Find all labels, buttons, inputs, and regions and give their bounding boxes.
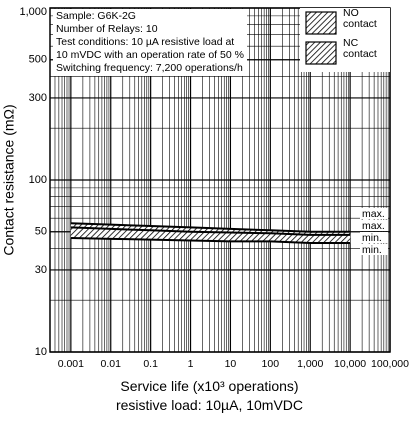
annotation-line: Switching frequency: 7,200 operations/h bbox=[56, 62, 243, 74]
annotation-line: Sample: G6K-2G bbox=[56, 10, 136, 22]
x-tick-label: 10,000 bbox=[334, 358, 366, 370]
end-label: min. bbox=[362, 232, 382, 244]
x-tick-label: 100 bbox=[262, 358, 280, 370]
x-tick-label: 100,000 bbox=[371, 358, 409, 370]
line-max bbox=[70, 226, 351, 236]
end-label-bg bbox=[360, 208, 388, 219]
x-tick-label: 1 bbox=[188, 358, 194, 370]
legend-label: NC contact bbox=[343, 37, 377, 60]
y-tick-label: 10 bbox=[35, 346, 47, 358]
end-label: max. bbox=[362, 208, 385, 220]
annotation-line: Number of Relays: 10 bbox=[56, 23, 158, 35]
y-tick-label: 500 bbox=[29, 54, 47, 66]
annotation-line: 10 mVDC with an operation rate of 50 % bbox=[56, 49, 244, 61]
x-tick-label: 0.001 bbox=[58, 358, 84, 370]
y-tick-label: 1,000 bbox=[19, 6, 47, 18]
x-tick-label: 1,000 bbox=[297, 358, 323, 370]
x-tick-label: 0.01 bbox=[101, 358, 122, 370]
end-label: min. bbox=[362, 244, 382, 256]
x-axis-label: resistive load: 10µA, 10mVDC bbox=[115, 397, 304, 413]
plot-frame bbox=[49, 7, 391, 353]
x-tick-label: 0.1 bbox=[143, 358, 158, 370]
annotation-line: Test conditions: 10 µA resistive load at bbox=[56, 36, 235, 48]
line-max bbox=[70, 222, 351, 233]
end-label-bg bbox=[360, 220, 388, 231]
y-tick-label: 100 bbox=[29, 174, 47, 186]
end-label-bg bbox=[360, 232, 388, 243]
y-tick-label: 30 bbox=[35, 264, 47, 276]
annotation-box: Sample: G6K-2G Number of Relays: 10 Test c… bbox=[53, 9, 247, 76]
y-tick-label: 50 bbox=[35, 226, 47, 238]
x-axis-label: Service life (x10³ operations) bbox=[120, 378, 299, 394]
x-tick-label: 10 bbox=[225, 358, 237, 370]
legend-swatch bbox=[305, 41, 337, 65]
end-label-bg bbox=[360, 244, 388, 255]
y-axis-label: Contact resistance (mΩ) bbox=[1, 104, 17, 255]
y-tick-label: 300 bbox=[29, 92, 47, 104]
end-label: max. bbox=[362, 220, 385, 232]
line-min bbox=[70, 237, 351, 245]
legend-label: NO contact bbox=[343, 7, 377, 30]
legend-swatch bbox=[305, 11, 337, 35]
